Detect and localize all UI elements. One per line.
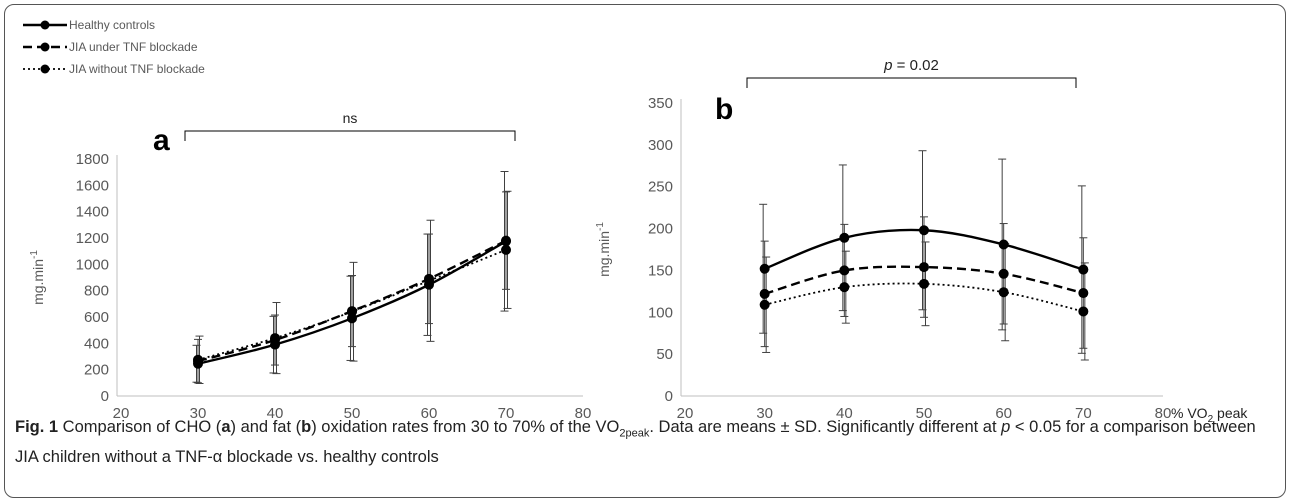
figure-canvas: Healthy controls JIA under TNF blockade JI… (23, 18, 1248, 425)
x-tick-label: 70 (1075, 405, 1092, 422)
y-tick-label: 0 (101, 388, 109, 405)
data-point (501, 235, 511, 246)
x-tick-label: 30 (190, 405, 207, 422)
data-point (759, 263, 770, 274)
y-axis-label-superscript: -1 (29, 250, 40, 259)
data-point (193, 354, 203, 365)
significance-label: ns (343, 110, 358, 126)
significance-label: p = 0.02 (883, 57, 939, 74)
y-axis-label-text: mg.min (30, 259, 46, 305)
y-tick-label: 1000 (76, 256, 109, 273)
data-point (759, 299, 770, 310)
data-point (1078, 306, 1089, 317)
x-tick-label: 40 (267, 405, 284, 422)
legend-marker (40, 42, 50, 52)
y-tick-label: 600 (84, 309, 109, 326)
y-axis-label-superscript: -1 (595, 222, 606, 231)
x-tick-label: 80 (575, 405, 592, 422)
panel-b: 0 50 100 150 200 250 300 350 20 30 40 50 60 70 80 mg.mi… (595, 57, 1248, 425)
data-point (998, 268, 1009, 279)
y-tick-label: 100 (648, 304, 673, 321)
x-tick-label: 70 (498, 405, 515, 422)
y-tick-label: 400 (84, 335, 109, 352)
data-point (270, 333, 280, 344)
significance-p: p (883, 57, 892, 74)
x-tick-label: 30 (756, 405, 773, 422)
x-tick-label: 60 (421, 405, 438, 422)
data-point (919, 262, 929, 273)
x-tick-label: 80 (1155, 405, 1172, 422)
legend: Healthy controls JIA under TNF blockade JI… (23, 18, 205, 76)
x-tick-label: 50 (916, 405, 933, 422)
y-axis-label: mg.min-1 (29, 250, 46, 305)
x-axis-label: % VO2 peak (1171, 405, 1248, 425)
caption-subscript: 2peak (619, 427, 650, 440)
caption-text-3: ) oxidation rates from 30 to 70% of the … (311, 418, 620, 436)
caption-text-5: < 0.05 for a comparison between JIA chil… (15, 418, 1256, 467)
caption-text-4: . Data are means ± SD. Significantly dif… (649, 418, 1002, 436)
y-tick-label: 200 (648, 221, 673, 238)
y-tick-label: 1800 (76, 151, 109, 168)
caption-text-2: ) and fat ( (230, 418, 302, 436)
panel-a: 0 200 400 600 800 1000 1200 1400 1600 1800 20 30 40 5… (29, 110, 591, 422)
significance-bracket (746, 77, 1077, 88)
y-tick-label: 1200 (76, 230, 109, 247)
y-tick-label: 800 (84, 283, 109, 300)
y-tick-label: 250 (648, 179, 673, 196)
legend-label: Healthy controls (69, 18, 155, 32)
significance-value: = 0.02 (893, 57, 939, 74)
figure-caption: Fig. 1 Comparison of CHO (a) and fat (b)… (15, 415, 1277, 469)
caption-fig-label: Fig. 1 (15, 418, 59, 436)
legend-marker (40, 20, 50, 30)
y-axis-label: mg.min-1 (595, 222, 612, 277)
x-axis-label-text: % VO (1171, 405, 1208, 421)
legend-label: JIA under TNF blockade (69, 40, 198, 54)
data-point (424, 275, 434, 286)
x-tick-label: 20 (677, 405, 694, 422)
panel-letter-b: b (715, 93, 733, 126)
data-point (919, 225, 929, 236)
data-point (839, 232, 850, 243)
caption-panel-b: b (301, 418, 312, 436)
y-axis-label-text: mg.min (596, 231, 612, 277)
data-point (998, 287, 1009, 298)
caption-text-1: Comparison of CHO ( (58, 418, 222, 436)
y-tick-label: 1600 (76, 177, 109, 194)
y-tick-label: 150 (648, 262, 673, 279)
significance-bracket (184, 130, 516, 141)
data-point (919, 278, 929, 289)
y-tick-label: 50 (656, 346, 673, 363)
x-axis-label-suffix: peak (1213, 405, 1248, 421)
x-tick-label: 40 (836, 405, 853, 422)
data-point (998, 239, 1009, 250)
panel-letter-a: a (153, 124, 170, 157)
data-point (501, 244, 511, 255)
data-point (839, 282, 850, 293)
x-tick-label: 20 (113, 405, 130, 422)
legend-marker (40, 64, 50, 74)
caption-panel-a: a (221, 418, 231, 436)
data-point (1078, 264, 1089, 275)
x-tick-label: 50 (344, 405, 361, 422)
caption-p: p (1001, 418, 1011, 436)
data-point (347, 306, 357, 317)
data-point (759, 288, 770, 299)
data-point (1078, 288, 1089, 299)
x-axis-label-subscript: 2 (1208, 414, 1214, 425)
y-tick-label: 300 (648, 137, 673, 154)
y-tick-label: 350 (648, 95, 673, 112)
data-point (839, 265, 850, 276)
x-tick-label: 60 (995, 405, 1012, 422)
y-tick-label: 1400 (76, 204, 109, 221)
y-tick-label: 0 (665, 388, 673, 405)
y-tick-label: 200 (84, 362, 109, 379)
legend-label: JIA without TNF blockade (69, 62, 205, 76)
figure-frame: Healthy controls JIA under TNF blockade JI… (4, 4, 1286, 498)
